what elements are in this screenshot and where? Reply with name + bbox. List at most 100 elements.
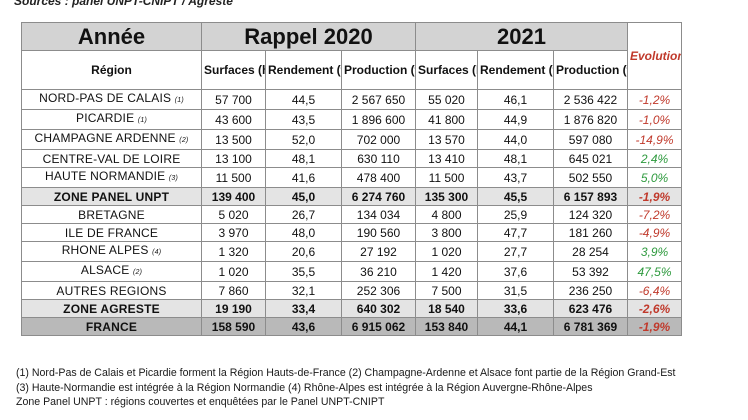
rendement-2021-cell: 48,1 — [477, 149, 554, 168]
table-row: PICARDIE (1) 43 600 43,5 1 896 600 41 800 44,… — [21, 109, 682, 130]
table-row: RHONE ALPES (4) 1 320 20,6 27 192 1 020 27,7 2… — [21, 241, 682, 262]
year-2021-header: 2021 — [415, 22, 628, 51]
table-row: BRETAGNE 5 020 26,7 134 034 4 800 25,9 124 320… — [21, 205, 682, 224]
production-2020-header: Production (t) — [341, 50, 416, 90]
surfaces-2021-cell: 13 410 — [415, 149, 478, 168]
surfaces-2020-cell: 11 500 — [201, 167, 266, 188]
region-name: PICARDIE — [76, 111, 135, 125]
region-footnote-ref: (4) — [152, 249, 162, 256]
table-row: FRANCE 158 590 43,6 6 915 062 153 840 44,1 6 7… — [21, 317, 682, 336]
region-cell: FRANCE — [21, 317, 202, 336]
surfaces-2020-cell: 3 970 — [201, 223, 266, 242]
surfaces-2021-cell: 1 020 — [415, 241, 478, 262]
region-name: BRETAGNE — [78, 207, 145, 222]
table-row: AUTRES REGIONS 7 860 32,1 252 306 7 500 31,5 2… — [21, 281, 682, 300]
rendement-2021-cell: 44,1 — [477, 317, 554, 336]
production-2020-cell: 252 306 — [341, 281, 416, 300]
region-cell: ZONE PANEL UNPT — [21, 187, 202, 206]
region-name: ILE DE FRANCE — [64, 225, 159, 240]
surfaces-2021-cell: 18 540 — [415, 299, 478, 318]
column-header-row: Région Surfaces (ha) Rendement (t/ha) Pr… — [21, 50, 682, 90]
region-cell: HAUTE NORMANDIE (3) — [21, 167, 202, 188]
rendement-2021-cell: 47,7 — [477, 223, 554, 242]
region-cell: RHONE ALPES (4) — [21, 241, 202, 262]
surfaces-2020-cell: 139 400 — [201, 187, 266, 206]
rendement-2020-cell: 43,5 — [265, 109, 342, 130]
rendement-2021-cell: 45,5 — [477, 187, 554, 206]
rendement-2020-cell: 52,0 — [265, 129, 342, 150]
region-cell: ILE DE FRANCE — [21, 223, 202, 242]
surfaces-2020-cell: 57 700 — [201, 89, 266, 110]
evolution-cell: 3,9% — [627, 241, 682, 262]
annee-header: Année — [21, 22, 202, 51]
region-name: ZONE AGRESTE — [63, 301, 160, 316]
year-header-row: Année Rappel 2020 2021 Evolution product… — [21, 22, 682, 90]
evolution-cell: 47,5% — [627, 261, 682, 282]
production-2020-cell: 6 915 062 — [341, 317, 416, 336]
table-row: CENTRE-VAL DE LOIRE 13 100 48,1 630 110 13 4… — [21, 149, 682, 168]
table-row: ZONE AGRESTE 19 190 33,4 640 302 18 540 33,6 6… — [21, 299, 682, 318]
region-footnote-ref: (2) — [179, 137, 189, 144]
production-2020-cell: 6 274 760 — [341, 187, 416, 206]
region-cell: ALSACE (2) — [21, 261, 202, 282]
region-footnote-ref: (1) — [137, 117, 147, 124]
evolution-cell: -1,9% — [627, 317, 682, 336]
production-2020-cell: 27 192 — [341, 241, 416, 262]
production-2020-cell: 702 000 — [341, 129, 416, 150]
region-cell: PICARDIE (1) — [21, 109, 202, 130]
rendement-2020-cell: 26,7 — [265, 205, 342, 224]
rendement-2021-cell: 44,9 — [477, 109, 554, 130]
production-2021-cell: 236 250 — [553, 281, 628, 300]
rendement-2020-cell: 43,6 — [265, 317, 342, 336]
surfaces-2020-header: Surfaces (ha) — [201, 50, 266, 90]
rendement-2020-cell: 41,6 — [265, 167, 342, 188]
region-name: ALSACE — [80, 263, 130, 277]
rendement-2021-cell: 25,9 — [477, 205, 554, 224]
evolution-cell: -1,2% — [627, 89, 682, 110]
region-name: RHONE ALPES — [61, 243, 149, 257]
rendement-2020-cell: 45,0 — [265, 187, 342, 206]
region-cell: NORD-PAS DE CALAIS (1) — [21, 89, 202, 110]
rendement-2021-cell: 31,5 — [477, 281, 554, 300]
rendement-2021-header: Rendement (t/ha) — [477, 50, 554, 90]
surfaces-2020-cell: 158 590 — [201, 317, 266, 336]
region-name: CHAMPAGNE ARDENNE — [34, 131, 176, 145]
surfaces-2020-cell: 13 500 — [201, 129, 266, 150]
production-2020-cell: 2 567 650 — [341, 89, 416, 110]
surfaces-2020-cell: 7 860 — [201, 281, 266, 300]
region-name: FRANCE — [85, 319, 138, 334]
production-2021-cell: 6 781 369 — [553, 317, 628, 336]
surfaces-2021-cell: 3 800 — [415, 223, 478, 242]
rendement-2021-cell: 37,6 — [477, 261, 554, 282]
table-row: HAUTE NORMANDIE (3) 11 500 41,6 478 400 11 5… — [21, 167, 682, 188]
surfaces-2021-cell: 1 420 — [415, 261, 478, 282]
surfaces-2021-cell: 135 300 — [415, 187, 478, 206]
footnote-line: Zone Panel UNPT : régions couvertes et e… — [16, 396, 385, 408]
production-2020-cell: 630 110 — [341, 149, 416, 168]
evolution-cell: 5,0% — [627, 167, 682, 188]
footnote-line: (3) Haute-Normandie est intégrée à la Ré… — [16, 381, 593, 394]
evolution-cell: -14,9% — [627, 129, 682, 150]
table-row: CHAMPAGNE ARDENNE (2) 13 500 52,0 702 000 13… — [21, 129, 682, 150]
production-table: Année Rappel 2020 2021 Evolution product… — [21, 22, 682, 336]
evolution-cell: -6,4% — [627, 281, 682, 300]
rendement-2020-cell: 33,4 — [265, 299, 342, 318]
region-footnote-ref: (2) — [132, 269, 143, 276]
production-2021-cell: 623 476 — [553, 299, 628, 318]
surfaces-2021-header: Surfaces (ha) — [415, 50, 478, 90]
production-2021-cell: 53 392 — [553, 261, 628, 282]
surfaces-2021-cell: 11 500 — [415, 167, 478, 188]
region-cell: AUTRES REGIONS — [21, 281, 202, 300]
surfaces-2020-cell: 43 600 — [201, 109, 266, 130]
surfaces-2020-cell: 13 100 — [201, 149, 266, 168]
production-2021-cell: 502 550 — [553, 167, 628, 188]
region-name: CENTRE-VAL DE LOIRE — [42, 151, 181, 166]
evolution-cell: -1,9% — [627, 187, 682, 206]
region-footnote-ref: (3) — [168, 175, 179, 182]
surfaces-2020-cell: 19 190 — [201, 299, 266, 318]
production-2021-cell: 124 320 — [553, 205, 628, 224]
surfaces-2021-cell: 55 020 — [415, 89, 478, 110]
rendement-2021-cell: 33,6 — [477, 299, 554, 318]
rendement-2020-cell: 35,5 — [265, 261, 342, 282]
rendement-2021-cell: 46,1 — [477, 89, 554, 110]
